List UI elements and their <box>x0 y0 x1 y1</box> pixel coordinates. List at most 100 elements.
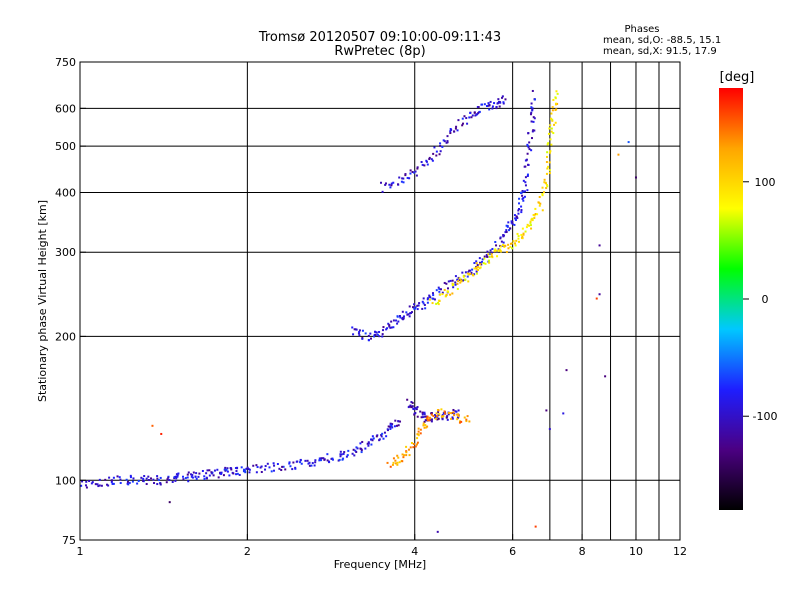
trace-point <box>361 440 364 443</box>
x-tick-label: 1 <box>77 545 84 558</box>
trace-point <box>386 461 389 464</box>
colorbar-label: [deg] <box>720 70 755 85</box>
trace-point <box>437 303 440 306</box>
trace-point <box>318 459 321 462</box>
trace-point <box>413 307 416 310</box>
trace-point <box>514 244 517 247</box>
grid-lines <box>80 62 680 540</box>
y-tick-label: 100 <box>55 474 76 487</box>
trace-point <box>534 207 537 210</box>
trace-point <box>229 467 232 470</box>
phase-stats-o: mean, sd,O: -88.5, 15.1 <box>603 35 721 46</box>
trace-point <box>486 255 489 258</box>
trace-point <box>339 450 342 453</box>
trace-point <box>299 461 302 464</box>
trace-point <box>439 142 442 145</box>
trace-point <box>473 273 476 276</box>
x-tick-label: 6 <box>509 545 516 558</box>
trace-point <box>440 415 443 418</box>
trace-point <box>475 270 478 273</box>
trace-point <box>520 209 523 212</box>
trace-point <box>525 226 528 229</box>
trace-point <box>456 282 459 285</box>
isolated-point <box>565 369 568 372</box>
trace-point <box>435 289 438 292</box>
trace-point <box>360 451 363 454</box>
trace-point <box>460 280 463 283</box>
trace-point <box>112 482 115 485</box>
trace-point <box>361 337 364 340</box>
trace-point <box>552 98 555 101</box>
trace-point <box>382 437 385 440</box>
trace-point <box>247 468 250 471</box>
isolated-point <box>634 176 637 179</box>
trace-point <box>318 457 321 460</box>
trace-point <box>426 425 429 428</box>
trace-point <box>517 235 520 238</box>
trace-point <box>457 119 460 122</box>
trace-point <box>537 201 540 204</box>
trace-point <box>513 214 516 217</box>
trace-point <box>376 434 379 437</box>
trace-point <box>206 469 209 472</box>
trace-point <box>530 218 533 221</box>
trace-point <box>475 272 478 275</box>
trace-point <box>517 209 520 212</box>
trace-point <box>226 467 229 470</box>
trace-point <box>468 269 471 272</box>
trace-point <box>451 292 454 295</box>
trace-point <box>391 423 394 426</box>
trace-point <box>461 279 464 282</box>
trace-point <box>461 124 464 127</box>
trace-point <box>381 333 384 336</box>
trace-point <box>476 113 479 116</box>
isolated-point <box>548 428 551 431</box>
trace-point <box>390 182 393 185</box>
trace-point <box>524 230 527 233</box>
trace-point <box>389 423 392 426</box>
trace-point <box>357 332 360 335</box>
trace-point <box>494 249 497 252</box>
trace-point <box>401 310 404 313</box>
trace-point <box>408 405 411 408</box>
trace-point <box>463 416 466 419</box>
trace-point <box>234 467 237 470</box>
trace-point <box>374 331 377 334</box>
trace-point <box>372 437 375 440</box>
trace-point <box>411 405 414 408</box>
trace-point <box>502 243 505 246</box>
trace-point <box>522 233 525 236</box>
trace-point <box>470 116 473 119</box>
trace-point <box>533 98 536 101</box>
trace-point <box>191 476 194 479</box>
trace-point <box>409 172 412 175</box>
trace-point <box>495 244 498 247</box>
trace-point <box>137 479 140 482</box>
trace-point <box>555 108 558 111</box>
trace-point <box>447 411 450 414</box>
x-axis-label: Frequency [MHz] <box>334 558 426 571</box>
trace-point <box>527 146 530 149</box>
trace-point <box>433 298 436 301</box>
trace-point <box>504 244 507 247</box>
trace-point <box>423 413 426 416</box>
trace-point <box>490 253 493 256</box>
trace-point <box>359 442 362 445</box>
trace-point <box>397 420 400 423</box>
trace-point <box>460 420 463 423</box>
trace-point <box>174 475 177 478</box>
trace-point <box>197 475 200 478</box>
trace-point <box>488 253 491 256</box>
colorbar-ticks: 100 0 -100 <box>743 176 777 423</box>
trace-point <box>132 477 135 480</box>
trace-point <box>442 412 445 415</box>
trace-point <box>156 475 159 478</box>
trace-point <box>494 240 497 243</box>
trace-point <box>451 416 454 419</box>
trace-point <box>438 413 441 416</box>
trace-point <box>456 418 459 421</box>
trace-point <box>416 406 419 409</box>
trace-point <box>260 465 263 468</box>
trace-point <box>156 483 159 486</box>
trace-point <box>422 416 425 419</box>
